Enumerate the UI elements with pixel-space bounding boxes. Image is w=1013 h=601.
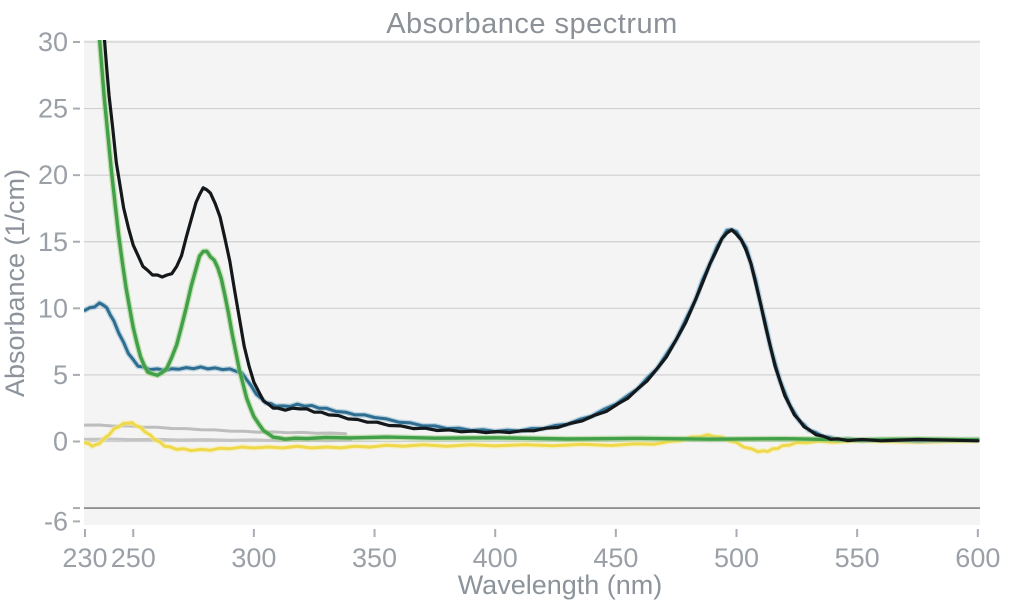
y-tick-label: 10: [38, 293, 68, 323]
y-tick-label: 25: [38, 94, 68, 124]
y-tick-label: -6: [44, 506, 68, 536]
x-tick-label: 400: [473, 543, 518, 573]
y-tick-label: 30: [38, 27, 68, 57]
y-tick-label: 15: [38, 227, 68, 257]
x-tick-label: 600: [955, 543, 1000, 573]
plot-background: [84, 40, 980, 525]
chart-title: Absorbance spectrum: [386, 8, 678, 40]
series-green: [97, 40, 980, 442]
x-tick-label: 550: [835, 543, 880, 573]
x-tick-label: 300: [231, 543, 276, 573]
x-axis-label: Wavelength (nm): [457, 570, 663, 600]
x-tick-label: 230: [62, 543, 107, 573]
x-tick-label: 500: [714, 543, 759, 573]
x-tick-label: 350: [352, 543, 397, 573]
series-black: [102, 40, 980, 443]
x-tick-label: 450: [593, 543, 638, 573]
y-tick-label: 20: [38, 160, 68, 190]
y-tick-label: 5: [53, 360, 68, 390]
series-yellow: [84, 421, 980, 454]
y-tick-label: 0: [53, 427, 68, 457]
y-axis-label: Absorbance (1/cm): [0, 168, 30, 398]
x-tick-label: 250: [111, 543, 156, 573]
